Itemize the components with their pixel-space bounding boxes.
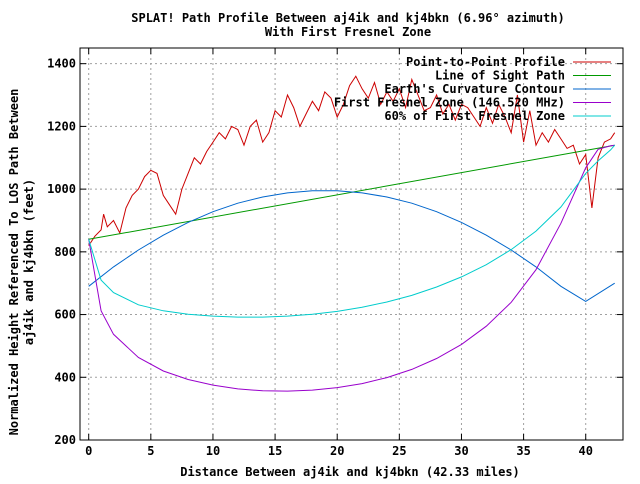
x-tick-label: 15 [268,444,282,458]
y-axis-label-line-1: Normalized Height Referenced To LOS Path… [7,89,21,436]
x-tick-label: 25 [392,444,406,458]
y-tick-label: 600 [54,308,76,322]
series-line-0 [88,75,616,246]
y-tick-label: 1400 [47,57,76,71]
legend-label-4: 60% of First Fresnel Zone [384,109,565,123]
x-tick-label: 0 [85,444,92,458]
x-tick-label: 40 [578,444,592,458]
series-line-2 [88,190,615,302]
chart-title: SPLAT! Path Profile Between aj4ik and kj… [131,11,564,25]
y-tick-label: 800 [54,245,76,259]
y-tick-label: 1000 [47,182,76,196]
legend-label-2: Earth's Curvature Contour [384,82,565,96]
y-tick-label: 400 [54,370,76,384]
x-tick-label: 10 [206,444,220,458]
series-line-3 [88,144,615,392]
legend-label-1: Line of Sight Path [435,69,565,83]
y-tick-label: 200 [54,433,76,447]
x-tick-label: 30 [454,444,468,458]
y-tick-label: 1200 [47,119,76,133]
chart-subtitle: With First Fresnel Zone [265,25,431,39]
grid [80,48,623,441]
x-tick-label: 5 [147,444,154,458]
x-tick-label: 20 [330,444,344,458]
legend-label-0: Point-to-Point Profile [406,55,565,69]
axis-ticks: 0 5 10 15 20 25 30 35 40 200 400 600 800 1000 1200 1400 [47,48,623,458]
series-line-4 [88,144,616,318]
legend-label-3: First Fresnel Zone (146.520 MHz) [334,96,565,110]
x-tick-label: 35 [516,444,530,458]
y-axis-label-line-2: aj4ik and kj4bkn (feet) [22,179,36,345]
x-axis-label: Distance Between aj4ik and kj4bkn (42.33… [180,465,520,479]
series-layer [88,75,616,392]
plot-frame [79,47,624,441]
